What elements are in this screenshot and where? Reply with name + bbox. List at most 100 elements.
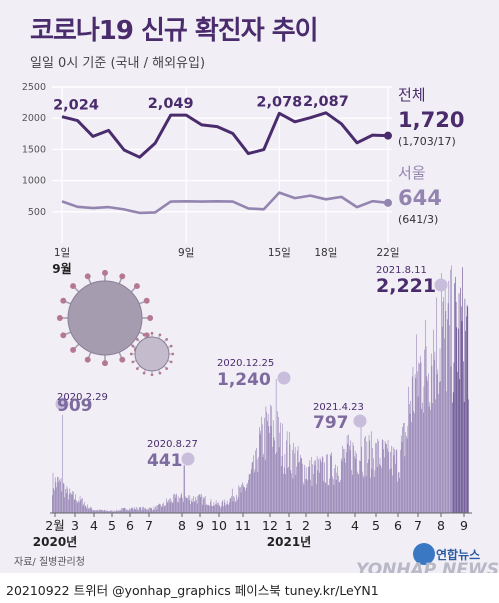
bar [87,504,88,513]
bar [267,413,269,513]
bar [76,500,77,513]
bar [225,505,226,513]
bar [239,487,240,513]
bar [185,498,187,513]
annotation-date: 2020.2.29 [57,392,108,403]
bar [71,493,72,513]
annotation-marker [55,397,69,411]
bar [62,414,63,513]
bar [370,431,372,513]
bar [226,500,228,513]
x-tick-label: 6 [126,518,134,533]
bar [180,497,181,513]
bar [319,472,320,513]
bar [435,399,436,513]
bar [207,504,209,513]
bar [377,438,379,513]
bar [128,510,130,513]
bar [280,422,281,513]
bar [331,452,333,513]
bar [180,494,182,513]
bar [359,461,361,513]
bar [163,505,165,513]
bar [436,297,437,513]
virus-small-icon [134,336,170,372]
bar [312,464,313,513]
bar [104,509,106,513]
bar [413,411,414,513]
bar [221,502,223,513]
bar [341,461,343,513]
bar [297,450,298,513]
bar [354,456,355,513]
virus-large-icon-spike-tip [102,269,108,276]
bar [327,454,328,513]
series-detail-total: (1,703/17) [398,135,456,148]
bar [77,501,79,513]
bar [430,409,431,513]
bar [439,382,440,513]
bar [223,499,225,513]
bar [410,400,412,513]
bar [323,481,324,513]
logo-name: 연합뉴스 [436,548,481,562]
virus-small-icon-spike-tip [142,333,146,337]
bar [61,491,63,513]
bar [415,378,417,513]
bar [324,482,326,513]
bar [455,276,456,513]
x-tick-label: 3 [324,518,332,533]
bar [264,459,266,513]
bar [281,456,283,513]
bar [199,494,200,513]
bar [416,334,417,513]
bar [308,466,310,513]
bar [213,502,215,513]
bar [141,510,142,513]
bar [463,401,465,513]
bar [95,510,97,513]
bar [166,498,167,513]
bar [200,497,202,513]
bar [70,492,71,513]
bar [219,505,221,513]
bar [441,273,442,513]
series-value-total: 1,720 [398,108,464,132]
bar [314,465,316,513]
bar [466,305,468,513]
bar [253,455,254,513]
bar [117,511,118,513]
bar [217,503,218,513]
bar [303,484,305,513]
bar [215,504,216,513]
bar [80,500,82,513]
bar [202,496,204,513]
bar [79,502,80,513]
bar [288,466,289,513]
bar [394,449,395,513]
bar [220,506,222,513]
virus-large-icon-spike-tip [70,346,77,353]
bar [117,510,119,513]
bar [248,474,250,513]
bar [260,430,262,513]
bar [449,269,451,513]
bar [373,458,374,513]
bar [459,379,461,513]
bar [382,440,384,513]
bar [428,406,430,513]
bar [253,472,255,513]
bar [385,443,387,513]
bar [156,509,158,513]
bar [425,346,427,513]
x-tick-label: 6 [394,518,402,533]
bar [301,458,303,513]
bar [292,478,294,513]
bar [392,447,394,513]
bar [351,474,353,513]
bar [114,511,116,513]
bar [254,469,256,513]
bar [229,498,231,513]
bar [250,469,252,513]
bar [97,509,98,513]
